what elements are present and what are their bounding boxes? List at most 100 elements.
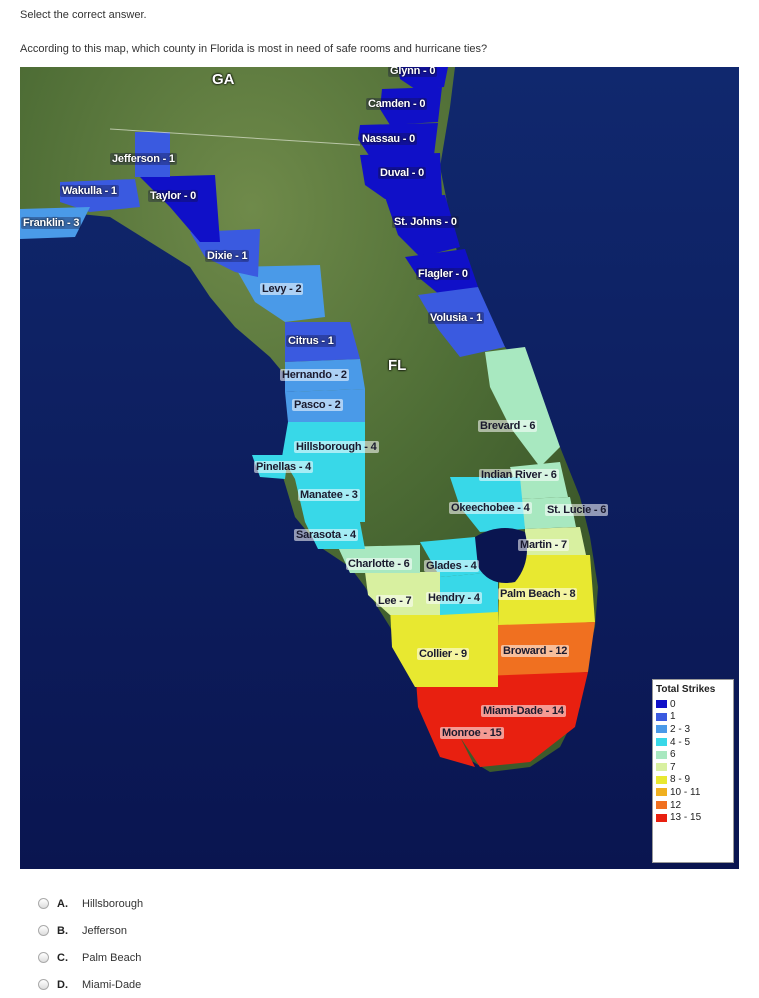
- legend-item: 2 - 3: [656, 723, 730, 736]
- county-label-taylor: Taylor - 0: [148, 190, 199, 202]
- county-label-citrus: Citrus - 1: [286, 335, 336, 347]
- choice-letter: C.: [57, 951, 68, 964]
- county-label-manatee: Manatee - 3: [298, 489, 360, 501]
- county-label-martin: Martin - 7: [518, 539, 569, 551]
- county-label-collier: Collier - 9: [417, 648, 469, 660]
- county-label-stlucie: St. Lucie - 6: [545, 504, 609, 516]
- legend-item: 13 - 15: [656, 811, 730, 824]
- county-label-lee: Lee - 7: [376, 595, 414, 607]
- county-miamidade-shape: [455, 672, 588, 767]
- county-duval-shape: [360, 153, 442, 199]
- legend-swatch: [656, 725, 667, 734]
- county-label-palmbeach: Palm Beach - 8: [498, 588, 578, 600]
- county-label-pinellas: Pinellas - 4: [254, 461, 314, 473]
- county-taylor-shape: [140, 175, 220, 242]
- legend-item: 4 - 5: [656, 736, 730, 749]
- legend-item: 10 - 11: [656, 786, 730, 799]
- legend-label: 7: [670, 761, 676, 773]
- legend-title: Total Strikes: [656, 684, 716, 695]
- legend-label: 8 - 9: [670, 774, 691, 786]
- county-monroe-shape: [415, 667, 498, 767]
- legend-swatch: [656, 750, 667, 759]
- legend-item: 8 - 9: [656, 774, 730, 787]
- legend-label: 2 - 3: [670, 723, 691, 735]
- county-label-dixie: Dixie - 1: [205, 250, 250, 262]
- county-label-hillsborough: Hillsborough - 4: [294, 441, 379, 453]
- county-label-duval: Duval - 0: [378, 167, 427, 179]
- legend-label: 0: [670, 698, 676, 710]
- county-label-franklin: Franklin - 3: [21, 217, 82, 229]
- legend-label: 1: [670, 711, 676, 723]
- choice-letter: D.: [57, 978, 68, 991]
- choice-text: Hillsborough: [82, 897, 144, 910]
- county-flagler-shape: [405, 249, 478, 295]
- county-label-indianriver: Indian River - 6: [479, 469, 559, 481]
- legend-swatch: [656, 763, 667, 772]
- county-label-levy: Levy - 2: [260, 283, 304, 295]
- county-brevard-shape: [485, 347, 560, 467]
- choice-text: Jefferson: [82, 924, 128, 937]
- county-jefferson-shape: [135, 132, 170, 177]
- county-franklin-shape: [20, 207, 90, 239]
- county-label-camden: Camden - 0: [366, 98, 428, 110]
- legend-swatch: [656, 700, 667, 709]
- county-label-volusia: Volusia - 1: [428, 312, 484, 324]
- choice-a[interactable]: A. Hillsborough: [38, 890, 143, 917]
- choice-d[interactable]: D. Miami-Dade: [38, 971, 143, 998]
- radio-icon[interactable]: [38, 925, 49, 936]
- county-label-okeechobee: Okeechobee - 4: [449, 502, 532, 514]
- choice-b[interactable]: B. Jefferson: [38, 917, 143, 944]
- county-label-miamidade: Miami-Dade - 14: [481, 705, 566, 717]
- legend-label: 4 - 5: [670, 736, 691, 748]
- choice-letter: B.: [57, 924, 68, 937]
- choice-text: Palm Beach: [82, 951, 142, 964]
- legend-swatch: [656, 712, 667, 721]
- county-label-wakulla: Wakulla - 1: [60, 185, 119, 197]
- county-label-broward: Broward - 12: [501, 645, 570, 657]
- legend-swatch: [656, 801, 667, 810]
- county-label-sarasota: Sarasota - 4: [294, 529, 358, 541]
- radio-icon[interactable]: [38, 898, 49, 909]
- county-label-jefferson: Jefferson - 1: [110, 153, 177, 165]
- choice-text: Miami-Dade: [82, 978, 142, 991]
- florida-strikes-map: GA FL Glynn - 0 Camden - 0 Nassau - 0 Du…: [20, 67, 739, 869]
- answer-choices: A. Hillsborough B. Jefferson C. Palm Bea…: [38, 890, 143, 998]
- county-label-charlotte: Charlotte - 6: [346, 558, 412, 570]
- legend-swatch: [656, 788, 667, 797]
- legend-swatch: [656, 813, 667, 822]
- lake-okeechobee-shape: [475, 528, 528, 583]
- county-label-glynn: Glynn - 0: [388, 67, 438, 77]
- county-nassau-shape: [358, 123, 438, 157]
- legend-item: 6: [656, 748, 730, 761]
- county-camden-shape: [380, 87, 442, 125]
- legend-label: 6: [670, 749, 676, 761]
- county-label-flagler: Flagler - 0: [416, 268, 470, 280]
- choice-letter: A.: [57, 897, 68, 910]
- choice-c[interactable]: C. Palm Beach: [38, 944, 143, 971]
- state-label-fl: FL: [388, 357, 407, 374]
- county-citrus-shape: [285, 322, 360, 362]
- county-label-stjohns: St. Johns - 0: [392, 216, 459, 228]
- radio-icon[interactable]: [38, 979, 49, 990]
- county-stjohns-shape: [385, 195, 460, 257]
- legend-item: 7: [656, 761, 730, 774]
- county-wakulla-shape: [60, 179, 140, 212]
- county-label-hernando: Hernando - 2: [280, 369, 349, 381]
- legend-label: 13 - 15: [670, 812, 702, 824]
- legend-label: 10 - 11: [670, 786, 701, 798]
- county-label-nassau: Nassau - 0: [360, 133, 418, 145]
- question-text: According to this map, which county in F…: [20, 43, 488, 55]
- county-label-glades: Glades - 4: [424, 560, 479, 572]
- legend-item: 1: [656, 711, 730, 724]
- county-label-hendry: Hendry - 4: [426, 592, 482, 604]
- legend-label: 12: [670, 799, 682, 811]
- county-label-brevard: Brevard - 6: [478, 420, 538, 432]
- map-background: [20, 67, 739, 869]
- legend-item: 0: [656, 698, 730, 711]
- county-label-monroe: Monroe - 15: [440, 727, 504, 739]
- legend-swatch: [656, 775, 667, 784]
- legend-swatch: [656, 738, 667, 747]
- radio-icon[interactable]: [38, 952, 49, 963]
- county-label-pasco: Pasco - 2: [292, 399, 343, 411]
